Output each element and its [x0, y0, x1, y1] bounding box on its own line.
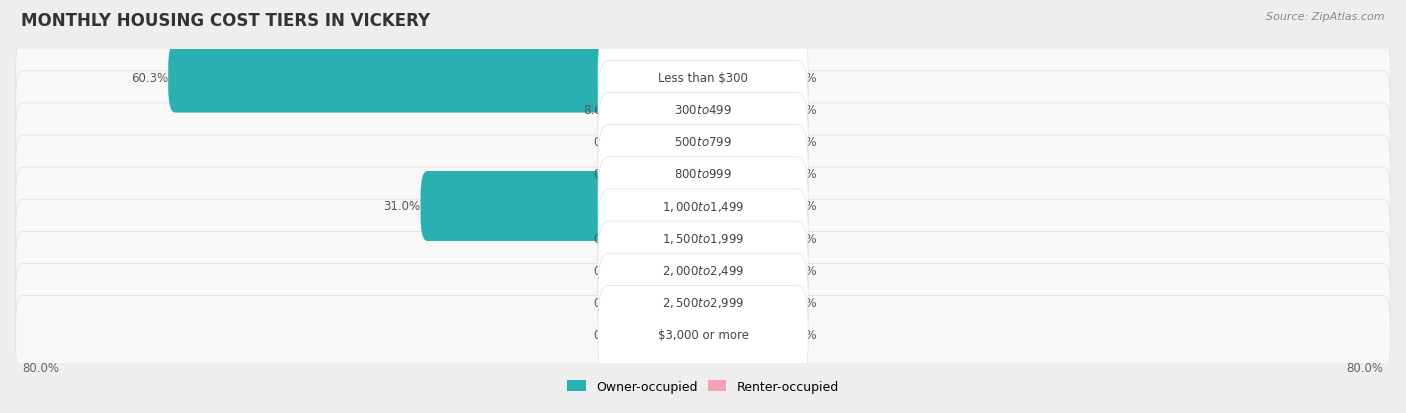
FancyBboxPatch shape — [15, 104, 1391, 181]
Text: $1,000 to $1,499: $1,000 to $1,499 — [662, 199, 744, 214]
FancyBboxPatch shape — [623, 236, 702, 306]
Text: Less than $300: Less than $300 — [658, 72, 748, 85]
Text: $2,500 to $2,999: $2,500 to $2,999 — [662, 296, 744, 310]
FancyBboxPatch shape — [623, 204, 702, 273]
FancyBboxPatch shape — [704, 140, 787, 209]
FancyBboxPatch shape — [15, 136, 1391, 213]
Text: MONTHLY HOUSING COST TIERS IN VICKERY: MONTHLY HOUSING COST TIERS IN VICKERY — [21, 12, 430, 30]
FancyBboxPatch shape — [15, 40, 1391, 117]
Text: 0.0%: 0.0% — [787, 200, 817, 213]
FancyBboxPatch shape — [623, 268, 702, 337]
Text: 31.0%: 31.0% — [384, 200, 420, 213]
Text: $800 to $999: $800 to $999 — [673, 168, 733, 181]
FancyBboxPatch shape — [704, 76, 787, 145]
Text: 0.0%: 0.0% — [787, 328, 817, 341]
Text: 0.0%: 0.0% — [593, 328, 623, 341]
FancyBboxPatch shape — [623, 107, 702, 177]
Text: 0.0%: 0.0% — [787, 104, 817, 117]
FancyBboxPatch shape — [704, 204, 787, 273]
Text: 0.0%: 0.0% — [787, 264, 817, 277]
FancyBboxPatch shape — [15, 200, 1391, 277]
Text: 0.0%: 0.0% — [787, 72, 817, 85]
Text: 0.0%: 0.0% — [593, 296, 623, 309]
Text: $1,500 to $1,999: $1,500 to $1,999 — [662, 232, 744, 245]
Text: $3,000 or more: $3,000 or more — [658, 328, 748, 341]
FancyBboxPatch shape — [704, 43, 787, 113]
FancyBboxPatch shape — [613, 76, 710, 145]
FancyBboxPatch shape — [598, 126, 808, 223]
Text: 80.0%: 80.0% — [22, 361, 59, 374]
FancyBboxPatch shape — [169, 43, 710, 113]
FancyBboxPatch shape — [598, 190, 808, 287]
Text: 0.0%: 0.0% — [593, 168, 623, 181]
Text: 8.6%: 8.6% — [583, 104, 613, 117]
Text: 0.0%: 0.0% — [593, 232, 623, 245]
FancyBboxPatch shape — [15, 296, 1391, 373]
Text: 60.3%: 60.3% — [131, 72, 169, 85]
Legend: Owner-occupied, Renter-occupied: Owner-occupied, Renter-occupied — [562, 375, 844, 398]
Text: 0.0%: 0.0% — [787, 136, 817, 149]
FancyBboxPatch shape — [704, 236, 787, 306]
FancyBboxPatch shape — [704, 268, 787, 337]
FancyBboxPatch shape — [598, 29, 808, 127]
FancyBboxPatch shape — [15, 264, 1391, 341]
FancyBboxPatch shape — [598, 221, 808, 320]
FancyBboxPatch shape — [623, 300, 702, 370]
Text: $300 to $499: $300 to $499 — [673, 104, 733, 117]
FancyBboxPatch shape — [598, 254, 808, 351]
Text: 0.0%: 0.0% — [593, 136, 623, 149]
Text: 80.0%: 80.0% — [1347, 361, 1384, 374]
FancyBboxPatch shape — [15, 72, 1391, 149]
Text: $2,000 to $2,499: $2,000 to $2,499 — [662, 263, 744, 278]
Text: 0.0%: 0.0% — [787, 232, 817, 245]
Text: $500 to $799: $500 to $799 — [673, 136, 733, 149]
FancyBboxPatch shape — [704, 300, 787, 370]
FancyBboxPatch shape — [704, 107, 787, 177]
FancyBboxPatch shape — [598, 286, 808, 384]
FancyBboxPatch shape — [704, 171, 787, 242]
FancyBboxPatch shape — [623, 140, 702, 209]
FancyBboxPatch shape — [598, 62, 808, 159]
Text: 0.0%: 0.0% — [787, 168, 817, 181]
Text: 0.0%: 0.0% — [593, 264, 623, 277]
Text: 0.0%: 0.0% — [787, 296, 817, 309]
Text: Source: ZipAtlas.com: Source: ZipAtlas.com — [1267, 12, 1385, 22]
FancyBboxPatch shape — [420, 171, 710, 242]
FancyBboxPatch shape — [15, 232, 1391, 309]
FancyBboxPatch shape — [15, 168, 1391, 245]
FancyBboxPatch shape — [598, 157, 808, 256]
FancyBboxPatch shape — [598, 93, 808, 192]
